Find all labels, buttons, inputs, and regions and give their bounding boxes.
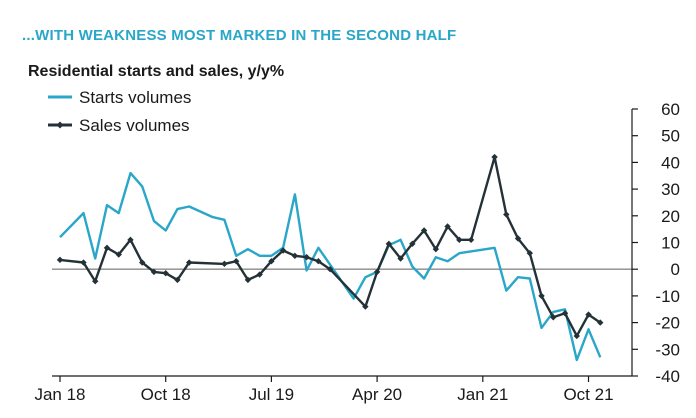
headline: ...WITH WEAKNESS MOST MARKED IN THE SECO… <box>22 27 456 44</box>
sales-point <box>221 260 228 268</box>
sales-point <box>127 236 134 244</box>
sales-point <box>385 240 393 248</box>
sales-point <box>373 268 381 276</box>
x-ticks: Jan 18 Oct 18 Jul 19 Apr 20 Jan 21 Oct 21 <box>34 376 614 404</box>
sales-point <box>444 223 451 230</box>
sales-point <box>550 314 557 321</box>
y-tick-label: -10 <box>655 287 680 306</box>
sales-point <box>585 311 592 318</box>
legend: Starts volumes Sales volumes <box>48 88 191 135</box>
sales-point <box>150 268 158 276</box>
sales-point <box>315 257 322 265</box>
y-tick-label: -40 <box>655 367 680 386</box>
sales-point <box>397 255 404 262</box>
sales-point <box>456 236 463 244</box>
y-tick-label: -30 <box>655 340 680 359</box>
legend-sales-marker <box>56 121 64 129</box>
sales-point <box>291 252 299 260</box>
sales-point <box>139 259 146 266</box>
sales-point <box>256 271 263 278</box>
legend-starts-label: Starts volumes <box>79 88 191 107</box>
y-tick-label: 10 <box>661 234 680 253</box>
sales-point <box>174 276 181 284</box>
x-tick-label: Jan 18 <box>34 385 85 404</box>
sales-point <box>115 251 122 258</box>
sales-point <box>56 256 64 264</box>
y-tick-label: -20 <box>655 314 680 333</box>
sales-point <box>467 236 475 244</box>
y-tick-label: 0 <box>671 260 680 279</box>
sales-point <box>573 332 580 340</box>
sales-point <box>268 257 275 265</box>
x-tick-label: Jul 19 <box>249 385 294 404</box>
sales-point <box>303 253 310 261</box>
sales-point <box>232 257 240 265</box>
x-tick-label: Oct 18 <box>141 385 191 404</box>
x-tick-label: Apr 20 <box>352 385 402 404</box>
chart-title: Residential starts and sales, y/y% <box>28 63 284 80</box>
sales-point <box>162 270 169 277</box>
sales-point <box>92 278 99 285</box>
sales-point <box>538 292 545 300</box>
legend-sales-label: Sales volumes <box>79 116 190 135</box>
y-tick-label: 30 <box>661 180 680 199</box>
y-tick-label: 40 <box>661 153 680 172</box>
sales-point <box>326 266 334 273</box>
y-tick-label: 50 <box>661 127 680 146</box>
sales-point <box>279 247 287 254</box>
x-tick-label: Jan 21 <box>457 385 508 404</box>
sales-point <box>362 303 369 310</box>
sales-point <box>432 245 440 253</box>
sales-point <box>244 276 252 284</box>
sales-point <box>491 153 498 161</box>
sales-point <box>526 249 533 257</box>
sales-point <box>503 211 510 218</box>
sales-point <box>103 244 111 252</box>
y-tick-label: 20 <box>661 207 680 226</box>
sales-point <box>80 259 87 266</box>
sales-point <box>185 259 193 266</box>
x-tick-label: Oct 21 <box>563 385 613 404</box>
sales-point <box>561 310 569 317</box>
sales-point <box>597 319 604 326</box>
y-tick-label: 60 <box>661 100 680 119</box>
series-layer <box>56 153 604 362</box>
sales-point <box>420 227 428 234</box>
series-line-starts <box>59 171 602 362</box>
sales-point <box>514 235 522 242</box>
y-ticks: 60 50 40 30 20 10 0 -10 -20 -30 -40 <box>632 100 680 386</box>
sales-point <box>409 240 416 248</box>
